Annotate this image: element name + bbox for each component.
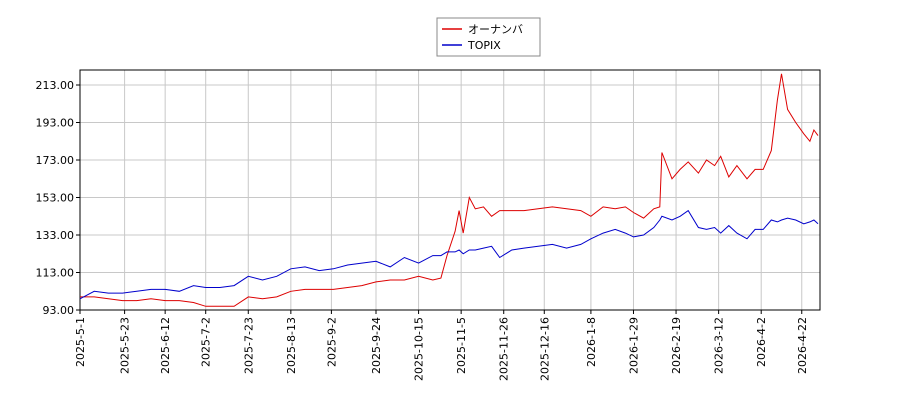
x-tick-label: 2025-5-23 — [119, 317, 132, 374]
x-tick-label: 2025-7-23 — [242, 317, 255, 374]
series-line — [79, 209, 819, 300]
legend-label: オーナンバ — [468, 23, 523, 36]
x-tick-label: 2025-9-2 — [325, 317, 338, 367]
x-tick-label: 2025-10-15 — [413, 317, 426, 381]
legend: オーナンバ TOPIX — [436, 17, 541, 57]
y-tick-label: 133.00 — [36, 229, 75, 242]
y-tick-label: 153.00 — [36, 192, 75, 205]
x-tick-label: 2026-4-22 — [796, 317, 809, 374]
y-tick-label: 113.00 — [36, 267, 75, 280]
x-tick-label: 2025-6-12 — [159, 317, 172, 374]
x-tick-label: 2026-3-12 — [713, 317, 726, 374]
x-tick-label: 2026-2-19 — [670, 317, 683, 374]
x-tick-label: 2025-9-24 — [370, 317, 383, 374]
legend-label: TOPIX — [467, 39, 501, 52]
x-tick-label: 2026-4-2 — [755, 317, 768, 367]
x-tick-label: 2025-8-13 — [285, 317, 298, 374]
x-tick-label: 2026-1-29 — [627, 317, 640, 374]
x-tick-label: 2025-11-26 — [498, 317, 511, 381]
legend-box — [436, 17, 541, 57]
series-line — [80, 73, 819, 307]
y-tick-label: 193.00 — [36, 117, 75, 130]
plot-frame — [79, 69, 821, 311]
x-tick-label: 2026-1-8 — [585, 317, 598, 367]
y-tick-label: 93.00 — [43, 304, 75, 317]
x-tick-label: 2025-12-16 — [538, 317, 551, 381]
y-tick-label: 213.00 — [36, 79, 75, 92]
x-tick-label: 2025-11-5 — [455, 317, 468, 374]
y-tick-label: 173.00 — [36, 154, 75, 167]
x-tick-label: 2025-5-1 — [74, 317, 87, 367]
x-tick-label: 2025-7-2 — [200, 317, 213, 367]
